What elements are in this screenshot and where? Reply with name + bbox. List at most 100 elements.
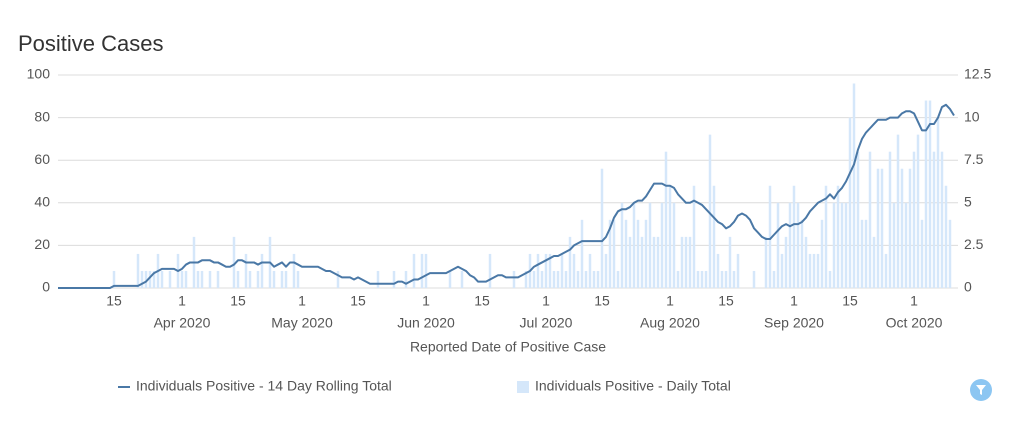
x-tick-label: 1	[910, 293, 918, 309]
bar	[168, 270, 172, 288]
bar	[152, 270, 156, 288]
bar	[848, 117, 852, 288]
bar	[208, 270, 212, 288]
bar	[880, 168, 884, 288]
bar	[600, 168, 604, 288]
bar	[944, 185, 948, 288]
bar	[404, 270, 408, 288]
bar	[724, 270, 728, 288]
x-tick-label: 15	[842, 293, 858, 309]
bar	[932, 151, 936, 288]
x-tick-month-label: Oct 2020	[886, 315, 943, 331]
bar	[764, 236, 768, 288]
bar	[448, 270, 452, 288]
x-tick-label: 1	[790, 293, 798, 309]
bar	[776, 202, 780, 288]
line	[58, 103, 955, 289]
filter-icon[interactable]	[976, 385, 986, 395]
bar	[632, 202, 636, 288]
x-tick-label: 15	[474, 293, 490, 309]
bar	[624, 219, 628, 288]
bar	[720, 270, 724, 288]
bar	[536, 253, 540, 288]
bar	[804, 236, 808, 288]
bar	[920, 219, 924, 288]
x-tick-label: 15	[106, 293, 122, 309]
bars	[112, 83, 952, 289]
bar	[272, 270, 276, 288]
bar	[540, 270, 544, 288]
bar	[812, 253, 816, 288]
bar	[592, 270, 596, 288]
bar	[292, 253, 296, 288]
bar	[564, 270, 568, 288]
y-tick-label: 100	[27, 66, 51, 82]
bar	[180, 270, 184, 288]
filter-button[interactable]	[970, 379, 992, 401]
bar	[844, 202, 848, 288]
bar	[684, 236, 688, 288]
bar	[788, 202, 792, 288]
bar	[232, 236, 236, 288]
bar	[596, 270, 600, 288]
bar	[784, 236, 788, 288]
y2-tick-label: 10	[964, 108, 980, 124]
x-tick-label: 15	[718, 293, 734, 309]
bar	[928, 100, 932, 288]
bar	[856, 151, 860, 288]
bar	[828, 270, 832, 288]
bar	[576, 270, 580, 288]
x-tick-label: 1	[298, 293, 306, 309]
bar	[488, 253, 492, 288]
x-tick-label: 1	[542, 293, 550, 309]
bar	[772, 270, 776, 288]
chart-title: Positive Cases	[18, 31, 164, 56]
bar	[628, 236, 632, 288]
bar	[640, 236, 644, 288]
bar	[840, 202, 844, 288]
x-tick-month-label: Sep 2020	[764, 315, 824, 331]
bar	[648, 202, 652, 288]
y-tick-label: 0	[42, 279, 50, 295]
bar	[728, 236, 732, 288]
bar	[588, 253, 592, 288]
bar	[248, 270, 252, 288]
bar	[820, 219, 824, 288]
bar	[884, 253, 888, 288]
bar	[524, 270, 528, 288]
bar	[652, 236, 656, 288]
bar	[644, 219, 648, 288]
bar	[660, 202, 664, 288]
bar	[196, 270, 200, 288]
x-tick-month-label: Jul 2020	[520, 315, 573, 331]
bar	[936, 117, 940, 288]
x-tick-label: 15	[350, 293, 366, 309]
y2-tick-label: 0	[964, 279, 972, 295]
bar	[892, 202, 896, 288]
x-tick-month-label: Aug 2020	[640, 315, 700, 331]
bar	[808, 253, 812, 288]
bar	[688, 236, 692, 288]
bar	[904, 202, 908, 288]
bar	[852, 83, 856, 289]
bar	[664, 151, 668, 288]
bar	[896, 134, 900, 288]
x-tick-month-label: Jun 2020	[397, 315, 455, 331]
bar	[792, 185, 796, 288]
bar	[656, 236, 660, 288]
bar	[548, 253, 552, 288]
y-tick-label: 40	[34, 194, 50, 210]
bar	[716, 253, 720, 288]
bar	[712, 185, 716, 288]
bar	[556, 270, 560, 288]
bar	[696, 270, 700, 288]
x-tick-label: 15	[230, 293, 246, 309]
lines	[58, 103, 955, 289]
bar	[900, 168, 904, 288]
bar	[392, 270, 396, 288]
bar	[184, 270, 188, 288]
bar	[612, 219, 616, 288]
bar	[796, 202, 800, 288]
bar	[148, 270, 152, 288]
y2-tick-label: 7.5	[964, 151, 984, 167]
